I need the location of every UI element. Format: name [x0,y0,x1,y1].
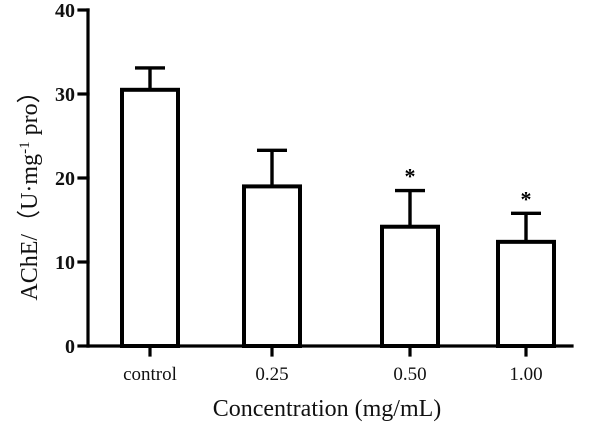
y-axis-title-sup: -1 [17,141,33,154]
significance-mark-1.00: * [521,186,532,211]
y-tick-label-30: 30 [55,84,75,106]
y-tick-label-20: 20 [55,168,75,190]
bars: ** [120,66,556,349]
x-tick-label-0.50: 0.50 [393,364,426,385]
x-tick-label-1.00: 1.00 [509,364,542,385]
x-tick-label-0.25: 0.25 [255,364,288,385]
x-axis-title: Concentration (mg/mL) [213,396,442,422]
bar-0.50 [380,224,440,348]
significance-mark-0.50: * [405,164,416,189]
x-tick-label-control: control [123,364,177,385]
y-tick-label-40: 40 [55,0,75,22]
y-axis-title: AChE/（U·mg-1 pro） [17,79,43,300]
y-tick-label-0: 0 [65,336,75,358]
x-ticks: control 0.25 0.50 1.00 [123,344,543,385]
y-ticks: 0 10 20 30 40 [55,0,90,358]
bar-1.00 [496,239,556,348]
y-tick-label-10: 10 [55,252,75,274]
y-axis-title-main: AChE/（U·mg [17,154,43,301]
bar-control [120,87,180,349]
bar-0.25 [242,184,302,348]
y-axis-title-tail: pro） [17,79,43,141]
